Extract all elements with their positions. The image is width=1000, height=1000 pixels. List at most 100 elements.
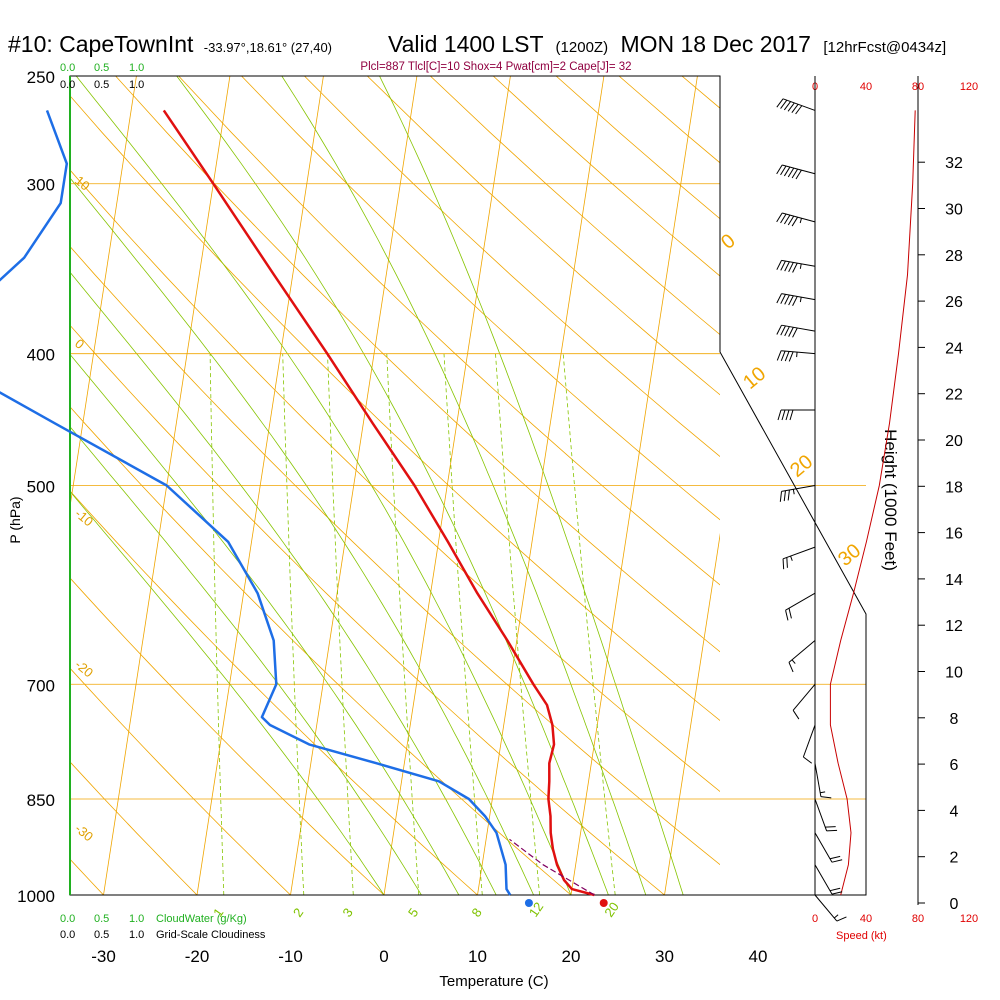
- cloud-cover-tick-top-2: 1.0: [129, 79, 144, 91]
- wind-barb: [776, 293, 816, 307]
- moist-adiabat: [70, 177, 534, 895]
- wind-barb-flag: [788, 295, 794, 306]
- wind-barb: [776, 98, 816, 115]
- wind-barb-flag: [829, 887, 841, 892]
- wind-barb-flag: [826, 829, 838, 832]
- wind-barb-flag: [776, 212, 783, 223]
- wind-barb-flag: [787, 167, 795, 178]
- wind-barb-flag: [783, 214, 791, 225]
- wind-barb-half: [790, 555, 793, 561]
- wind-barb-half: [799, 263, 802, 269]
- pressure-tick-label: 400: [27, 346, 55, 365]
- height-tick-label: 22: [945, 387, 963, 404]
- wind-barb-flag: [792, 327, 798, 338]
- height-tick-label: 16: [945, 526, 963, 543]
- wind-barb-flag: [776, 98, 784, 108]
- title-coords: -33.97°,18.61° (27,40): [204, 40, 332, 55]
- wind-barb: [788, 640, 816, 673]
- wind-barb-staff: [781, 259, 816, 267]
- dry-adiabat: [70, 490, 478, 895]
- dry-adiabat: [70, 324, 665, 895]
- wind-barb-flag: [776, 260, 782, 270]
- speed-tick-bottom-0: 0: [812, 913, 818, 925]
- temperature-axis-label: Temperature (C): [439, 973, 548, 990]
- wind-barb-staff: [782, 164, 816, 175]
- cloud-water-tick-top-1: 0.5: [94, 62, 109, 74]
- wind-barb-flag: [795, 169, 802, 180]
- wind-barb-flag: [784, 326, 790, 337]
- height-tick-label: 24: [945, 340, 963, 357]
- temperature-tick-label: 0: [379, 947, 388, 966]
- wind-barb-flag: [788, 351, 794, 362]
- dry-adiabat: [70, 667, 291, 895]
- height-tick-label: 26: [945, 294, 963, 311]
- parcel-trace: [509, 838, 595, 896]
- height-tick-label: 6: [950, 757, 959, 774]
- speed-scale-bottom: 0 40 80 120 Speed (kt): [812, 913, 978, 942]
- wind-barb: [776, 324, 816, 338]
- moist-adiabat: [379, 76, 684, 895]
- title-forecast: [12hrFcst@0434z]: [823, 39, 946, 56]
- height-tick-label: 14: [945, 572, 963, 589]
- wind-barb-staff: [814, 798, 828, 832]
- wind-barb-flag: [785, 610, 789, 621]
- wind-barb-flag: [792, 710, 800, 720]
- height-tick-label: 0: [950, 896, 959, 913]
- temperature-tick-label: -30: [91, 947, 116, 966]
- wind-barb: [814, 763, 832, 799]
- wind-barb-flag: [791, 168, 799, 179]
- pressure-axis-label: P (hPa): [7, 496, 23, 543]
- cloud-water-tick-top-2: 1.0: [129, 62, 144, 74]
- wind-barb-staff: [781, 293, 816, 301]
- dry-adiabat: [70, 169, 720, 793]
- speed-tick-top-1: 40: [860, 81, 872, 93]
- wind-barb: [776, 259, 816, 273]
- wind-barb-flag: [831, 859, 843, 863]
- dry-adiabat: [70, 406, 572, 895]
- title-utc: (1200Z): [556, 39, 609, 56]
- height-tick-label: 8: [950, 711, 959, 728]
- cloud-cover-tick-bottom-0: 0.0: [60, 929, 75, 941]
- wind-barb-flag: [780, 165, 787, 176]
- wind-barb-flag: [829, 855, 841, 860]
- profile-layer: [0, 109, 608, 907]
- moist-adiabat: [281, 76, 647, 895]
- wind-barb-flag: [776, 324, 782, 335]
- height-tick-label: 28: [945, 248, 963, 265]
- background-grid: [70, 76, 720, 895]
- wind-barb-flag: [782, 558, 785, 570]
- wind-speed-line: [829, 110, 916, 896]
- speed-label: Speed (kt): [836, 930, 887, 942]
- height-tick-label: 20: [945, 433, 963, 450]
- cloud-scale-bottom: 0.0 0.5 1.0 CloudWater (g/Kg) 0.0 0.5 1.…: [60, 913, 266, 941]
- stability-indices: Plcl=887 Tlcl[C]=10 Shox=4 Pwat[cm]=2 Ca…: [360, 61, 631, 73]
- wind-barb: [814, 798, 838, 832]
- dry-adiabat: [70, 761, 198, 895]
- wind-barb-flag: [795, 105, 803, 115]
- dry-adiabat: [115, 76, 720, 653]
- pressure-tick-label: 700: [27, 676, 55, 695]
- pressure-tick-label: 250: [27, 68, 55, 87]
- wind-barb-flag: [791, 103, 799, 113]
- pressure-tick-label: 850: [27, 791, 55, 810]
- dry-adiabat: [178, 76, 720, 586]
- wind-barb: [776, 212, 816, 227]
- dry-adiabat: [304, 76, 720, 458]
- wind-barb-flag: [783, 490, 786, 502]
- dry-adiabat: [70, 245, 720, 866]
- height-tick-label: 10: [945, 665, 963, 682]
- title-valid: Valid 1400 LST: [388, 31, 544, 57]
- title-date: MON 18 Dec 2017: [620, 31, 810, 57]
- moist-adiabat: [70, 426, 422, 895]
- height-axis-label: Height (1000 Feet): [881, 429, 900, 571]
- wind-barb-flag: [820, 796, 832, 799]
- wind-barb-flag: [791, 216, 799, 227]
- wind-barb-flag: [788, 662, 794, 673]
- wind-barb-flag: [780, 350, 786, 361]
- wind-barb-staff: [781, 350, 816, 355]
- wind-barb-staff: [814, 894, 838, 922]
- temperature-line: [162, 109, 595, 897]
- temperature-tick-label: -20: [185, 947, 210, 966]
- wind-barb-flag: [836, 916, 847, 922]
- title-station: #10: CapeTownInt: [8, 31, 194, 57]
